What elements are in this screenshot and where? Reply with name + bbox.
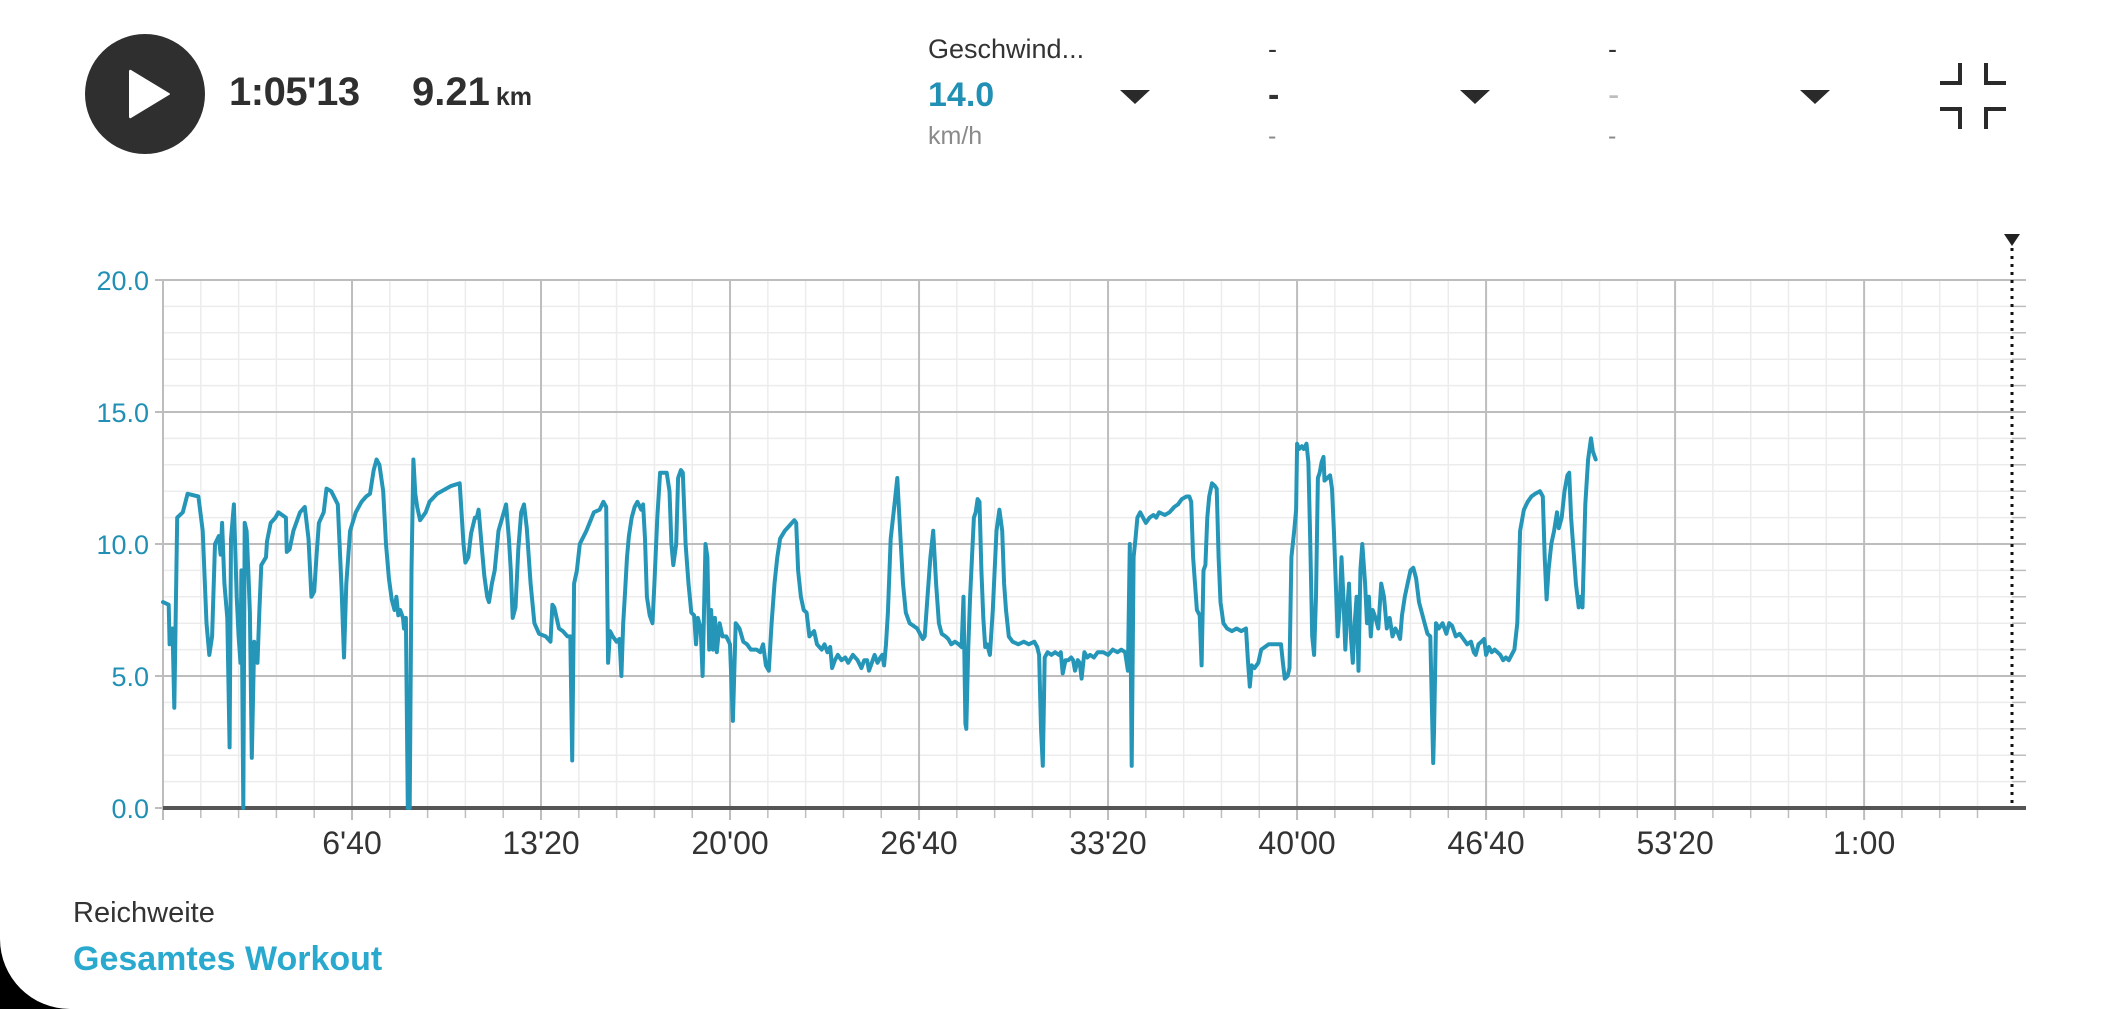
range-label: Reichweite (73, 897, 215, 929)
y-tick-label: 20.0 (96, 266, 149, 296)
chevron-down-icon[interactable] (1798, 88, 1832, 106)
y-tick-label: 5.0 (111, 662, 149, 692)
x-tick-label: 6'40 (322, 825, 382, 861)
metric-unit: - (1268, 122, 1277, 150)
y-tick-label: 0.0 (111, 794, 149, 824)
distance-value: 9.21 (412, 70, 490, 114)
x-tick-label: 20'00 (691, 825, 768, 861)
speed-chart[interactable]: 0.0 5.0 10.0 15.0 20.0 6'40 13'20 20'00 26'40 33… (0, 220, 2117, 870)
range-selector[interactable]: Gesamtes Workout (73, 940, 383, 978)
workout-duration: 1:05'13 (229, 70, 360, 114)
exit-fullscreen-icon (1940, 63, 2006, 129)
x-tick-label: 1:00 (1833, 825, 1895, 861)
exit-fullscreen-button[interactable] (1940, 63, 2006, 129)
distance-unit: km (495, 83, 532, 111)
play-button[interactable] (85, 34, 205, 154)
x-tick-label: 26'40 (880, 825, 957, 861)
x-tick-label: 46'40 (1447, 825, 1524, 861)
cursor-marker-icon[interactable] (2004, 234, 2020, 246)
metric-label: Geschwind... (928, 34, 1085, 64)
metric-value: - (1268, 76, 1280, 114)
chevron-down-icon[interactable] (1458, 88, 1492, 106)
metric-unit: km/h (928, 122, 983, 150)
metric-value: - (1608, 76, 1620, 114)
y-tick-label: 15.0 (96, 398, 149, 428)
x-tick-label: 13'20 (502, 825, 579, 861)
metric-label: - (1608, 34, 1617, 64)
metric-label: - (1268, 34, 1277, 64)
x-tick-label: 53'20 (1636, 825, 1713, 861)
x-tick-label: 33'20 (1069, 825, 1146, 861)
chevron-down-icon[interactable] (1118, 88, 1152, 106)
workout-distance: 9.21 km (412, 70, 532, 115)
metric-value: 14.0 (928, 76, 995, 114)
metric-unit: - (1608, 122, 1617, 150)
speed-series-line (161, 436, 1598, 810)
x-tick-label: 40'00 (1258, 825, 1335, 861)
y-tick-label: 10.0 (96, 530, 149, 560)
play-icon (129, 69, 170, 119)
